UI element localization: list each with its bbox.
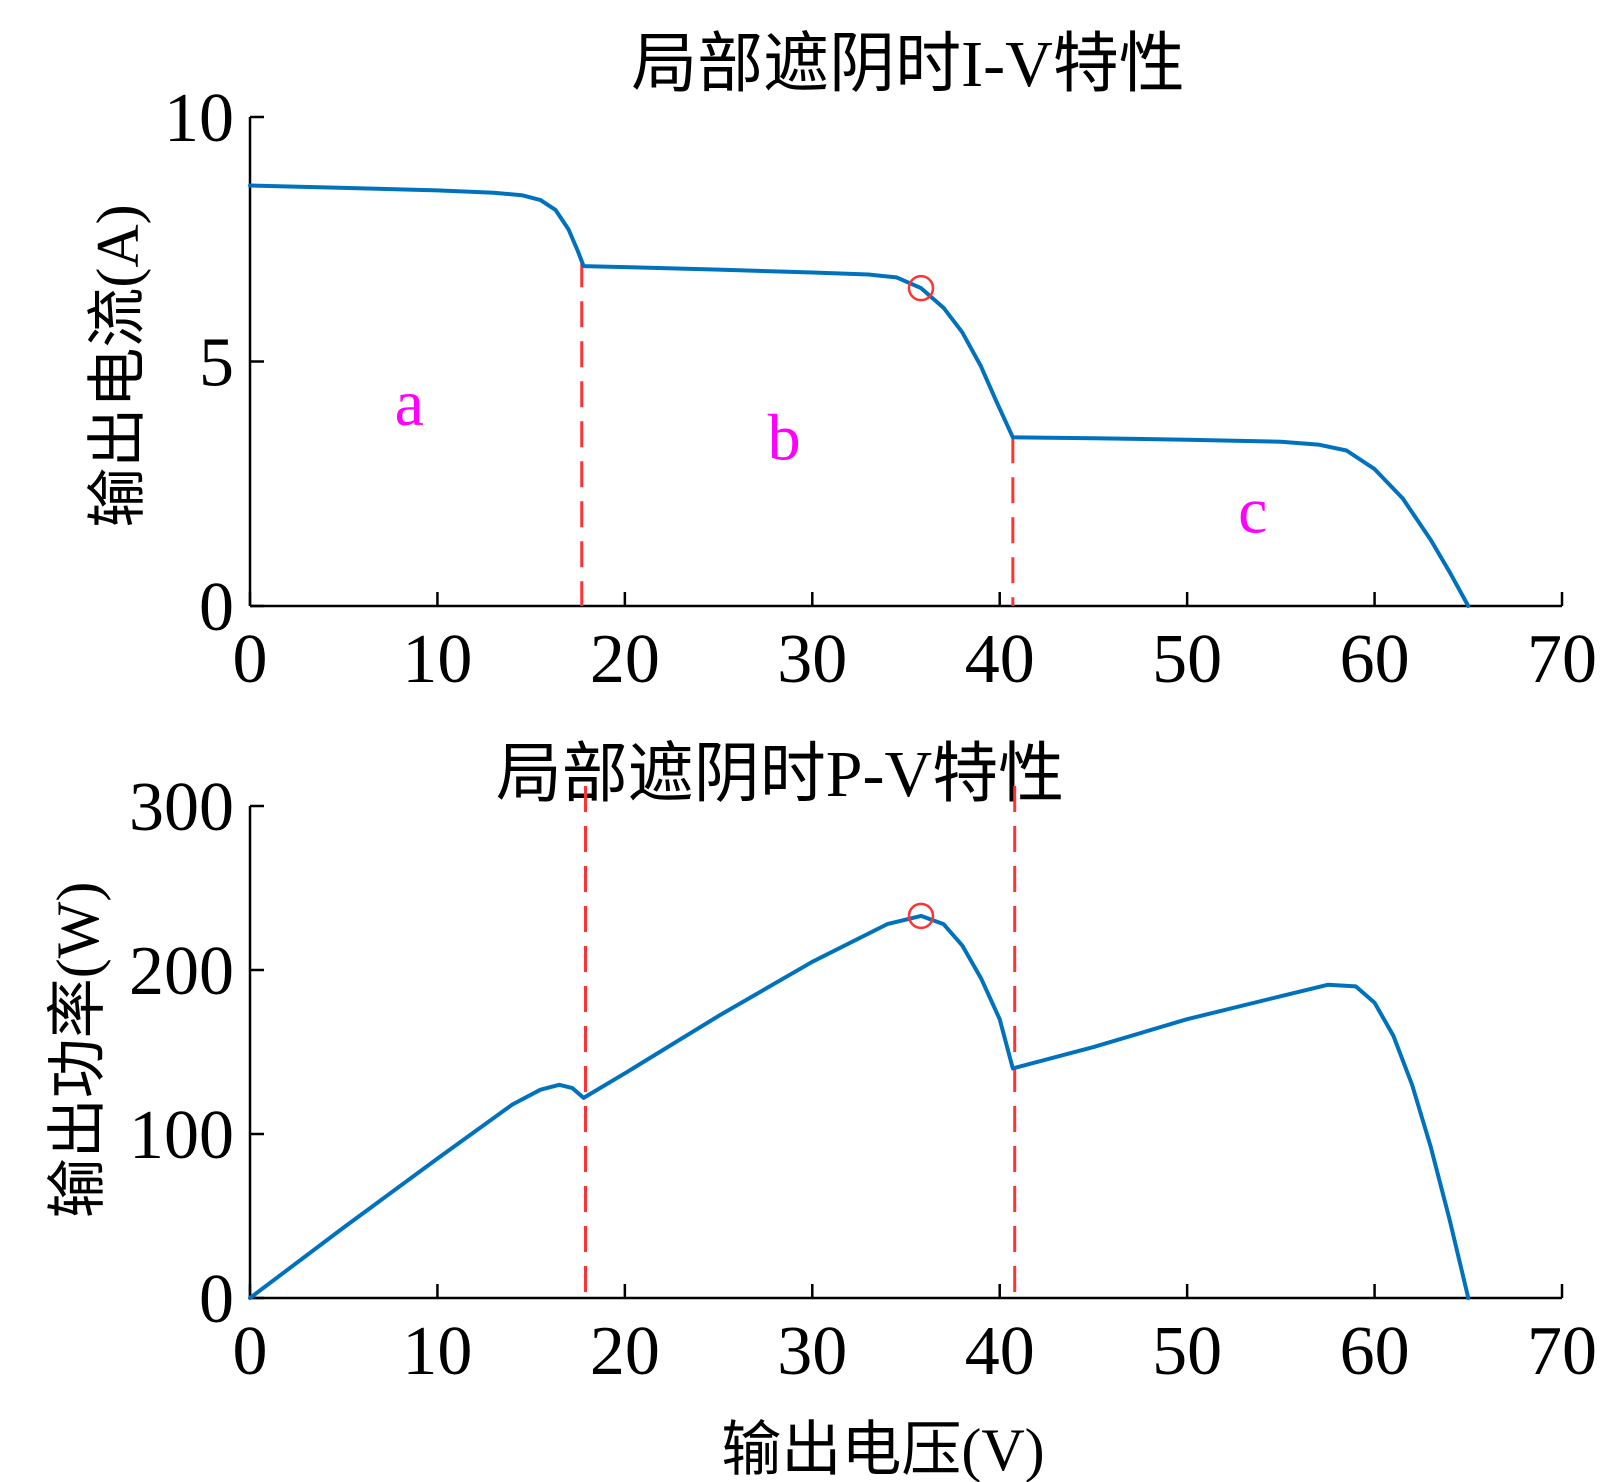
iv-plot-area <box>248 183 1471 608</box>
pv-curve <box>248 913 1471 1300</box>
iv-y-axis-label: 输出电流(A) <box>85 204 151 527</box>
iv-x-tick-label: 70 <box>1527 621 1597 698</box>
pv-mpp-marker <box>907 902 935 930</box>
iv-x-tick-label: 10 <box>402 621 472 698</box>
pv-y-tick-label: 0 <box>199 1261 234 1338</box>
iv-x-tick-label: 30 <box>777 621 847 698</box>
pv-y-tick-label: 200 <box>129 933 234 1010</box>
iv-x-tick-label: 60 <box>1340 621 1410 698</box>
iv-y-tick-label: 5 <box>199 325 234 402</box>
x-axis-label: 输出电压(V) <box>721 1417 1044 1482</box>
pv-x-tick-label: 10 <box>402 1313 472 1390</box>
iv-y-tick-label: 0 <box>199 569 234 646</box>
pv-chart-title: 局部遮阴时P-V特性 <box>496 738 1064 811</box>
iv-curve <box>248 183 1471 608</box>
iv-x-tick-label: 0 <box>233 621 268 698</box>
pv-plot-area <box>248 902 1471 1300</box>
iv-chart-title: 局部遮阴时I-V特性 <box>631 28 1185 101</box>
pv-x-tick-label: 50 <box>1152 1313 1222 1390</box>
pv-x-tick-label: 40 <box>965 1313 1035 1390</box>
pv-x-tick-label: 60 <box>1340 1313 1410 1390</box>
iv-x-tick-label: 20 <box>590 621 660 698</box>
iv-region-label: a <box>395 367 424 440</box>
iv-mpp-marker <box>907 274 935 302</box>
iv-x-tick-label: 40 <box>965 621 1035 698</box>
pv-region-boundaries <box>583 786 1017 1298</box>
iv-region-labels: a b c <box>395 367 1268 548</box>
pv-x-tick-label: 70 <box>1527 1313 1597 1390</box>
pv-x-tick-label: 30 <box>777 1313 847 1390</box>
iv-ticks: 0 10 20 30 40 50 60 70 0 5 10 <box>164 80 1597 698</box>
pv-chart: 局部遮阴时P-V特性 输出功率(W) 0 10 20 30 40 50 60 70 0 100 20… <box>45 738 1597 1390</box>
iv-region-label: c <box>1238 475 1267 548</box>
iv-y-tick-label: 10 <box>164 80 234 157</box>
iv-chart: 局部遮阴时I-V特性 输出电流(A) 0 10 20 30 40 50 60 70 0 5 10 a… <box>85 28 1597 698</box>
pv-ticks: 0 10 20 30 40 50 60 70 0 100 200 300 <box>129 769 1597 1390</box>
pv-x-tick-label: 0 <box>233 1313 268 1390</box>
iv-region-label: b <box>768 401 801 474</box>
pv-y-tick-label: 100 <box>129 1097 234 1174</box>
pv-y-tick-label: 300 <box>129 769 234 846</box>
pv-axes <box>248 806 1562 1300</box>
pv-x-tick-label: 20 <box>590 1313 660 1390</box>
iv-x-tick-label: 50 <box>1152 621 1222 698</box>
pv-y-axis-label: 输出功率(W) <box>45 882 111 1219</box>
iv-region-boundaries <box>580 261 1015 606</box>
